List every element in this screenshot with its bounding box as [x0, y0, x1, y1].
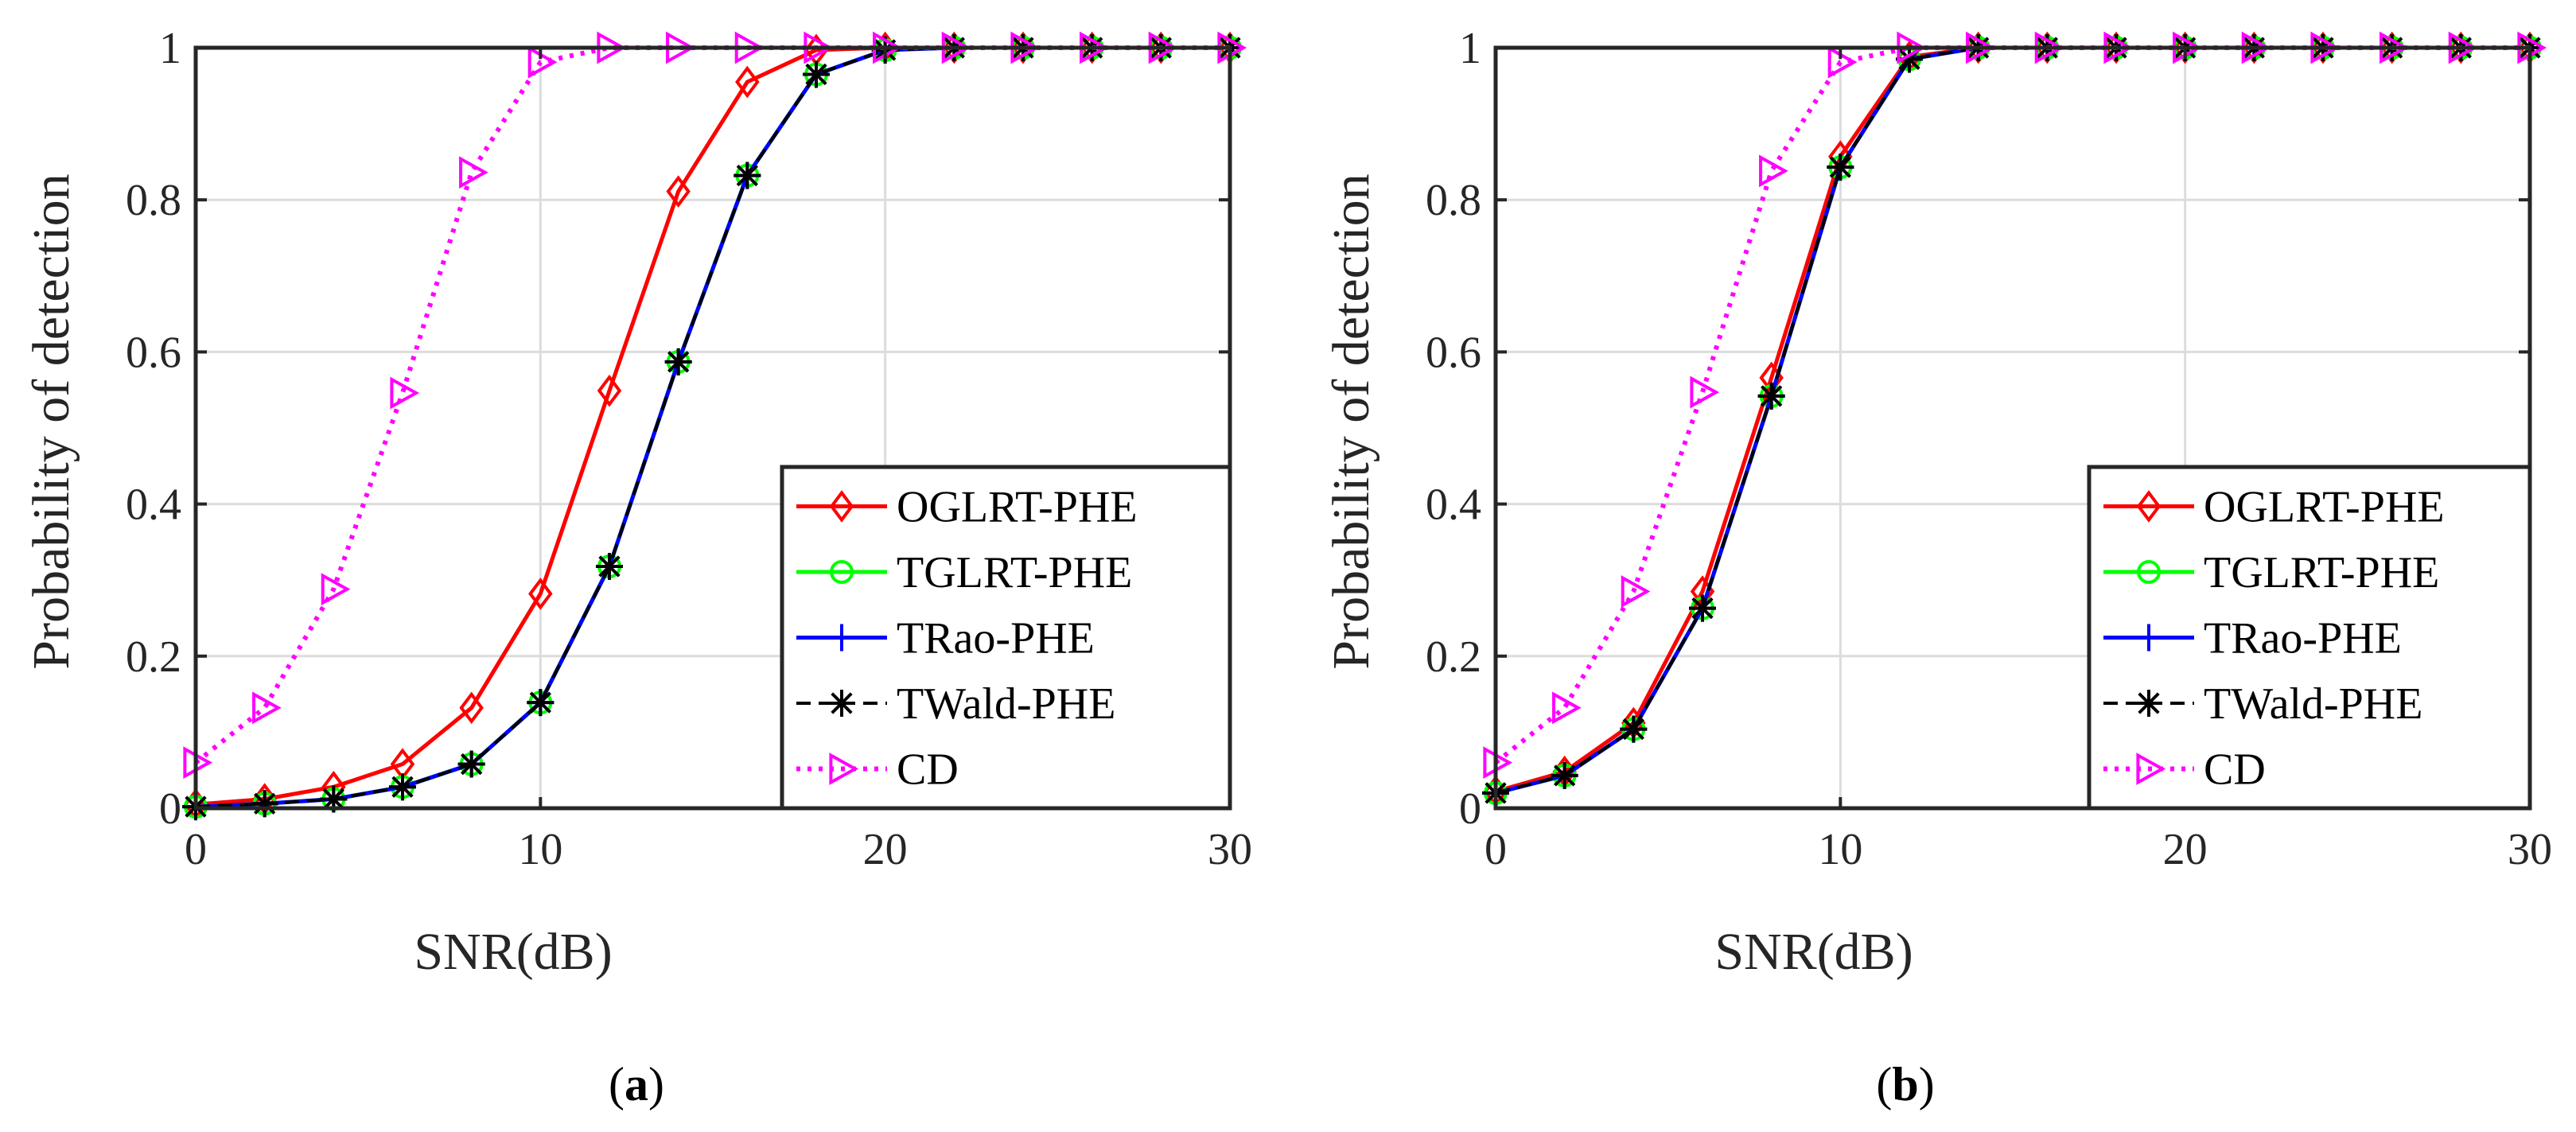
- point-b-cd-4: [1759, 154, 1788, 188]
- legend-label-a-0: OGLRT-PHE: [897, 483, 1138, 532]
- y-tick-label-a-1: 0.2: [126, 632, 181, 682]
- legend-marker-b-3: [2135, 690, 2162, 717]
- y-tick-label-a-2: 0.4: [126, 480, 181, 530]
- point-b-twald-phe-3: [1689, 594, 1716, 622]
- point-b-cd-3: [1690, 375, 1720, 409]
- x-tick-label-a-3: 30: [1208, 825, 1252, 874]
- legend-label-b-4: CD: [2204, 745, 2266, 795]
- legend-marker-a-4: [829, 753, 859, 785]
- legend-marker-b-0: [2136, 490, 2162, 523]
- caption-a-close: ): [648, 1058, 664, 1111]
- legend-label-b-0: OGLRT-PHE: [2204, 483, 2445, 532]
- point-a-oglrt-phe-4: [459, 691, 484, 725]
- point-b-twald-phe-2: [1620, 715, 1648, 743]
- point-b-twald-phe-5: [1827, 154, 1854, 181]
- legend-label-b-2: TRao-PHE: [2204, 614, 2402, 663]
- point-a-twald-phe-1: [251, 790, 278, 818]
- chart-panel-a: 0 10 20 30 0 0.2 0.4 0.6 0.8 1 SNR(dB) Probabilit…: [22, 24, 1252, 1111]
- grid-a: [196, 48, 1230, 808]
- x-axis-label-b: SNR(dB): [1714, 923, 1913, 981]
- point-a-cd-2: [321, 573, 351, 606]
- y-tick-label-b-3: 0.6: [1426, 328, 1481, 377]
- x-tick-label-a-1: 10: [518, 825, 562, 874]
- y-tick-label-a-0: 0: [159, 784, 181, 834]
- axis-ticks-a: 0 10 20 30 0 0.2 0.4 0.6 0.8 1: [126, 24, 1252, 874]
- legend-marker-a-3: [828, 690, 855, 717]
- caption-a-open: (: [609, 1058, 625, 1111]
- legend-label-a-1: TGLRT-PHE: [897, 548, 1132, 597]
- legend-marker-a-1: [830, 560, 854, 584]
- y-tick-label-b-0: 0: [1459, 784, 1481, 834]
- legend-marker-b-2: [2135, 624, 2162, 652]
- caption-b-close: ): [1919, 1058, 1935, 1111]
- point-a-oglrt-phe-5: [528, 578, 553, 610]
- y-tick-label-a-3: 0.6: [126, 328, 181, 377]
- legend-marker-b-4: [2136, 753, 2166, 785]
- point-b-twald-phe-4: [1757, 382, 1785, 410]
- x-tick-label-a-0: 0: [185, 825, 207, 874]
- caption-a: (a): [609, 1058, 664, 1111]
- point-b-cd-2: [1621, 575, 1651, 608]
- point-a-twald-phe-5: [527, 689, 555, 717]
- legend-label-a-4: CD: [897, 745, 959, 795]
- x-tick-label-b-1: 10: [1818, 825, 1862, 874]
- caption-b: (b): [1876, 1058, 1934, 1111]
- point-a-oglrt-phe-8: [735, 65, 760, 99]
- point-a-twald-phe-2: [320, 785, 348, 813]
- point-a-oglrt-phe-6: [597, 374, 622, 407]
- point-a-cd-4: [459, 156, 488, 189]
- plot-frame-b: [1493, 45, 2532, 811]
- legend-label-b-1: TGLRT-PHE: [2204, 548, 2439, 597]
- point-a-twald-phe-8: [733, 161, 761, 189]
- y-tick-label-b-1: 0.2: [1426, 632, 1481, 682]
- y-tick-label-a-5: 1: [159, 24, 181, 73]
- legend-marker-a-0: [829, 490, 854, 523]
- point-a-twald-phe-6: [596, 552, 623, 580]
- x-tick-label-b-0: 0: [1485, 825, 1507, 874]
- point-a-twald-phe-4: [457, 750, 485, 778]
- caption-a-letter: a: [625, 1058, 648, 1111]
- point-a-cd-1: [252, 691, 282, 725]
- legend-marker-a-2: [828, 624, 855, 652]
- legend-label-a-3: TWald-PHE: [897, 679, 1115, 729]
- chart-panel-b: 0 10 20 30 0 0.2 0.4 0.6 0.8 1 SNR(dB) Probabilit…: [1322, 24, 2552, 1111]
- point-b-twald-phe-1: [1551, 761, 1578, 789]
- legend-marker-b-1: [2137, 560, 2161, 584]
- y-tick-label-b-2: 0.4: [1426, 480, 1481, 530]
- y-axis-label-b: Probability of detection: [1322, 173, 1380, 669]
- point-a-twald-phe-3: [389, 773, 416, 801]
- legend-label-b-3: TWald-PHE: [2204, 679, 2422, 729]
- x-tick-label-b-2: 20: [2163, 825, 2208, 874]
- point-b-cd-1: [1552, 691, 1582, 725]
- axis-ticks-b: 0 10 20 30 0 0.2 0.4 0.6 0.8 1: [1426, 24, 2552, 874]
- y-axis-label-a: Probability of detection: [22, 173, 80, 669]
- point-a-oglrt-phe-7: [666, 175, 691, 208]
- caption-b-open: (: [1876, 1058, 1892, 1111]
- caption-b-letter: b: [1892, 1058, 1918, 1111]
- point-a-twald-phe-7: [664, 348, 692, 375]
- x-tick-label-b-3: 30: [2508, 825, 2552, 874]
- legend-a: OGLRT-PHE TGLRT-PHE TRao-PHE TWald-PHE CD: [780, 465, 1232, 811]
- point-a-cd-3: [390, 376, 420, 410]
- y-tick-label-b-5: 1: [1459, 24, 1481, 73]
- x-tick-label-a-2: 20: [863, 825, 908, 874]
- point-a-twald-phe-9: [803, 60, 830, 88]
- point-b-twald-phe-6: [1896, 45, 1923, 73]
- y-tick-label-a-4: 0.8: [126, 176, 181, 225]
- y-tick-label-b-4: 0.8: [1426, 176, 1481, 225]
- legend-b: OGLRT-PHE TGLRT-PHE TRao-PHE TWald-PHE CD: [2087, 465, 2532, 811]
- plot-frame-a: [193, 45, 1232, 811]
- legend-label-a-2: TRao-PHE: [897, 614, 1095, 663]
- x-axis-label-a: SNR(dB): [414, 923, 612, 981]
